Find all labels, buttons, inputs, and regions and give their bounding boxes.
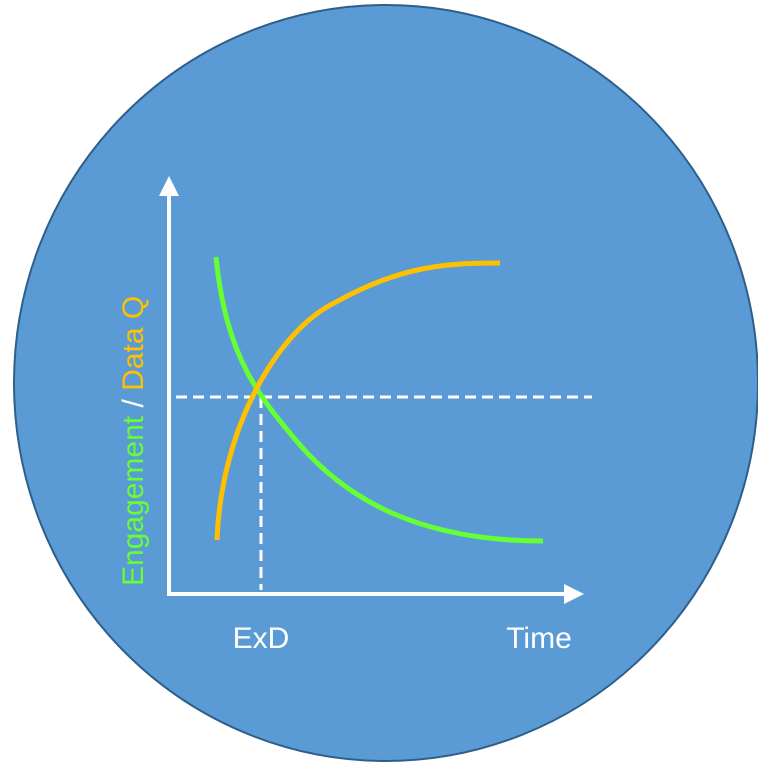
x-axis-arrowhead — [564, 584, 584, 604]
background-circle — [13, 4, 758, 762]
y-axis-arrowhead — [159, 176, 179, 196]
y-axis-label: Engagement / Data Q — [117, 296, 150, 586]
engagement-curve — [213, 256, 544, 544]
y-axis-label-engagement: Engagement — [117, 415, 150, 586]
x-marker-label: ExD — [233, 622, 290, 655]
y-axis-label-separator: / — [117, 391, 150, 416]
data-quality-curve — [214, 260, 501, 541]
y-axis-label-data-quality: Data Q — [117, 296, 150, 391]
x-axis-label: Time — [506, 622, 572, 655]
